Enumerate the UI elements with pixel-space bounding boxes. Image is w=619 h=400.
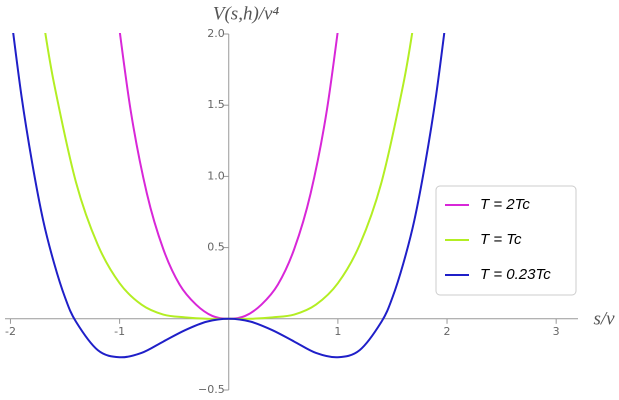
- x-tick-label: 2: [444, 325, 451, 338]
- plot-area: [12, 33, 446, 359]
- legend-label: T = 0.23Tc: [480, 266, 551, 283]
- x-axis-label: s/ν: [593, 308, 615, 329]
- legend-box: [435, 185, 577, 296]
- y-tick-label: 1.5: [207, 98, 225, 111]
- x-tick-label: 1: [334, 325, 341, 338]
- y-tick-label: 0.5: [207, 241, 225, 254]
- y-tick-label: 1.0: [207, 169, 225, 182]
- legend-label: T = 2Tc: [480, 196, 530, 213]
- x-tick-label: -1: [114, 325, 125, 338]
- y-axis-label: V(s,h)/ν⁴: [213, 3, 280, 24]
- curve: [12, 33, 446, 359]
- y-tick-label: 2.0: [207, 27, 225, 40]
- legend-label: T = Tc: [480, 231, 522, 248]
- x-tick-label: -2: [5, 325, 16, 338]
- y-tick-label: −0.5: [198, 383, 225, 396]
- x-tick-label: 3: [553, 325, 560, 338]
